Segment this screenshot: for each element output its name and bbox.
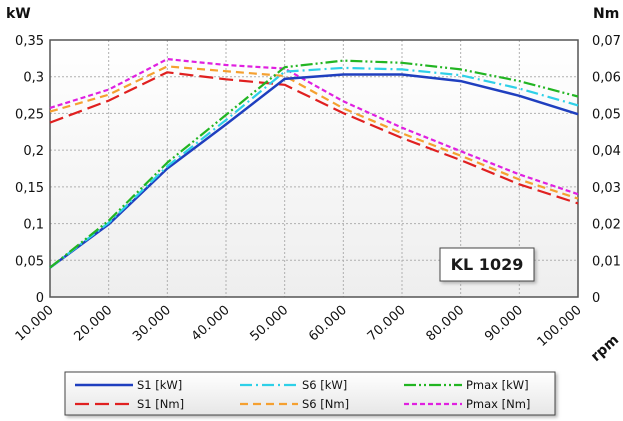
- legend-label: S1 [kW]: [137, 378, 182, 392]
- legend-box: [64, 371, 556, 416]
- right-axis-tick-label: 0,06: [592, 71, 621, 86]
- left-axis-tick-label: 0,15: [15, 181, 44, 196]
- series-line: [49, 71, 579, 205]
- legend-label: S6 [Nm]: [302, 397, 349, 411]
- left-axis-tick-label: 0,2: [23, 144, 44, 159]
- model-badge-label: KL 1029: [451, 255, 524, 274]
- x-axis-tick-label: 90.000: [482, 303, 526, 345]
- model-badge: [439, 247, 535, 282]
- right-axis-tick-label: 0,07: [592, 34, 621, 49]
- right-axis-ticks: 0 0,01 0,02 0,03 0,04 0,05 0,06 0,07: [592, 34, 621, 306]
- x-axis-tick-label: 30.000: [130, 303, 174, 345]
- series-line: [49, 65, 579, 200]
- right-axis-tick-label: 0,02: [592, 218, 621, 233]
- left-axis-tick-label: 0,05: [15, 254, 44, 269]
- model-badge-box: [439, 247, 535, 282]
- left-axis-unit: kW: [6, 6, 31, 22]
- legend-label: S6 [kW]: [302, 378, 347, 392]
- legend-label: Pmax [Nm]: [466, 397, 530, 411]
- right-axis-tick-label: 0,04: [592, 144, 621, 159]
- x-axis-tick-label: 70.000: [365, 303, 409, 345]
- right-axis-tick-label: 0,05: [592, 107, 621, 122]
- left-axis-tick-label: 0,3: [23, 71, 44, 86]
- legend: [64, 371, 556, 416]
- x-axis-tick-label: 100.000: [535, 303, 585, 350]
- left-axis-tick-label: 0: [36, 291, 44, 306]
- right-axis-tick-label: 0,01: [592, 254, 621, 269]
- x-axis-tick-label: 10.000: [13, 303, 57, 345]
- right-axis-tick-label: 0,03: [592, 181, 621, 196]
- x-axis-tick-label: 80.000: [423, 303, 467, 345]
- series-line: [49, 73, 579, 269]
- x-axis-tick-label: 40.000: [189, 303, 233, 345]
- left-axis-tick-label: 0,35: [15, 34, 44, 49]
- x-axis-tick-label: 20.000: [71, 303, 115, 345]
- x-axis-tick-label: 60.000: [306, 303, 350, 345]
- series-line: [49, 59, 579, 269]
- left-axis-tick-label: 0,1: [23, 218, 44, 233]
- right-axis-unit: Nm: [593, 6, 619, 22]
- series-line: [49, 66, 579, 269]
- plot-frame: [49, 39, 579, 298]
- legend-label: S1 [Nm]: [137, 397, 184, 411]
- x-axis-unit: rpm: [588, 332, 622, 365]
- series-lines: [49, 57, 579, 269]
- right-axis-tick-label: 0: [592, 291, 600, 306]
- x-axis-ticks: 10.000 20.000 30.000 40.000 50.000 60.000 70.0…: [13, 303, 585, 350]
- left-axis-ticks: 0 0,05 0,1 0,15 0,2 0,25 0,3 0,35: [15, 34, 44, 306]
- x-axis-tick-label: 50.000: [247, 303, 291, 345]
- legend-label: Pmax [kW]: [466, 378, 529, 392]
- left-axis-tick-label: 0,25: [15, 107, 44, 122]
- legend-items: S1 [kW] S6 [kW] Pmax [kW] S1 [Nm] S6 [Nm] Pma…: [75, 378, 530, 411]
